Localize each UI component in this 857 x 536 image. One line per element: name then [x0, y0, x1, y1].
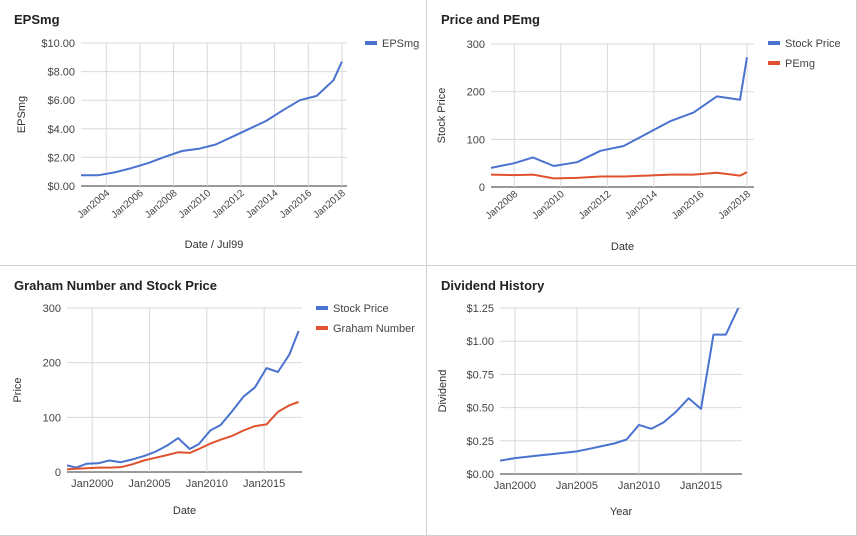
price_pe-legend-swatch [768, 41, 780, 45]
graham-x-tick-label: Jan2000 [71, 478, 113, 490]
eps-y-tick-label: $0.00 [47, 181, 75, 193]
price_pe-x-tick-label: Jan2008 [484, 189, 521, 222]
dividend-x-tick-label: Jan2005 [556, 480, 598, 492]
price_pe-x-tick-label: Jan2012 [577, 189, 614, 222]
dividend-y-tick-label: $0.50 [466, 403, 494, 415]
price_pe-series-line-0 [490, 57, 748, 169]
eps-y-tick-label: $6.00 [47, 95, 75, 107]
eps-legend-label: EPSmg [382, 38, 419, 50]
eps-y-axis-title: EPSmg [16, 96, 28, 133]
price_pe-x-tick-label: Jan2014 [623, 189, 660, 222]
graham-y-tick-label: 200 [43, 358, 61, 370]
graham-x-axis-title: Date [173, 505, 196, 517]
price_pe-series-line-1 [490, 171, 748, 180]
graham-legend-label: Graham Number [333, 323, 415, 335]
graham-series-line-1 [66, 401, 299, 471]
graham-legend-swatch [316, 306, 328, 310]
eps-x-tick-label: Jan2012 [210, 188, 247, 221]
price-pe-chart-title: Price and PEmg [441, 12, 540, 27]
eps-chart-panel: $0.00 $2.00 $4.00 $6.00 $8.00 $10.00 Jan2004 Ja… [0, 0, 427, 266]
price_pe-y-tick-label: 0 [479, 182, 485, 194]
dividend-y-tick-label: $1.25 [466, 303, 494, 315]
graham-chart-plot: 0 100 200 300 Jan2000 Jan2005 Jan2010 Jan2015 Da… [12, 303, 415, 517]
price_pe-x-axis-title: Date [611, 241, 634, 253]
price_pe-y-axis-title: Stock Price [436, 88, 448, 144]
dividend-y-axis-title: Dividend [437, 370, 449, 413]
dividend-chart-panel: $0.00 $0.25 $0.50 $0.75 $1.00 $1.25 Jan2000 Jan… [427, 266, 857, 536]
graham-x-tick-label: Jan2010 [186, 478, 228, 490]
dividend-y-tick-label: $1.00 [466, 336, 494, 348]
eps-x-tick-label: Jan2016 [278, 188, 315, 221]
graham-y-tick-label: 300 [43, 303, 61, 315]
eps-x-tick-label: Jan2014 [244, 188, 281, 221]
price_pe-legend-swatch [768, 61, 780, 65]
dividend-chart-plot: $0.00 $0.25 $0.50 $0.75 $1.00 $1.25 Jan2000 Jan… [437, 303, 742, 518]
graham-legend-label: Stock Price [333, 303, 389, 315]
graham-series-line-0 [66, 330, 300, 469]
dividend-x-tick-label: Jan2015 [680, 480, 722, 492]
eps-y-tick-label: $2.00 [47, 152, 75, 164]
eps-x-tick-label: Jan2010 [177, 188, 214, 221]
price_pe-y-tick-label: 300 [467, 39, 485, 51]
graham-x-tick-label: Jan2015 [243, 478, 285, 490]
eps-x-tick-label: Jan2006 [109, 188, 146, 221]
eps-y-tick-label: $8.00 [47, 67, 75, 79]
dividend-x-axis-title: Year [610, 506, 633, 518]
eps-series-line-0 [81, 61, 343, 177]
eps-chart-plot: $0.00$2.00$4.00$6.00$8.00$10.00Jan2004Ja… [16, 38, 419, 251]
eps-legend-swatch [365, 41, 377, 45]
price_pe-x-tick-label: Jan2010 [530, 189, 567, 222]
dividend-y-tick-label: $0.75 [466, 369, 494, 381]
graham-y-tick-label: 100 [43, 412, 61, 424]
eps-y-tick-label: $4.00 [47, 124, 75, 136]
price-pe-chart-plot: 0 100 200 300 Jan2008 Jan2010 Jan2012 Jan2014 Ja… [436, 38, 841, 253]
dividend-x-tick-label: Jan2010 [618, 480, 660, 492]
eps-x-axis-title: Date / Jul99 [185, 239, 244, 251]
graham-chart-title: Graham Number and Stock Price [14, 278, 218, 293]
dividend-y-tick-label: $0.00 [466, 469, 494, 481]
price_pe-x-tick-label: Jan2016 [670, 189, 707, 222]
dividend-y-tick-label: $0.25 [466, 436, 494, 448]
graham-x-tick-label: Jan2005 [128, 478, 170, 490]
price_pe-y-tick-label: 100 [467, 134, 485, 146]
price_pe-legend-label: PEmg [785, 58, 815, 70]
price_pe-legend-label: Stock Price [785, 38, 841, 50]
graham-y-tick-label: 0 [55, 467, 61, 479]
graham-y-axis-title: Price [12, 377, 24, 402]
price_pe-y-tick-label: 200 [467, 87, 485, 99]
graham-legend-swatch [316, 326, 328, 330]
eps-x-tick-label: Jan2004 [76, 188, 113, 221]
price-pe-chart-panel: 0 100 200 300 Jan2008 Jan2010 Jan2012 Jan2014 Ja… [427, 0, 857, 266]
eps-x-tick-label: Jan2018 [311, 188, 348, 221]
dividend-series-line-0 [499, 307, 740, 462]
eps-x-tick-label: Jan2008 [143, 188, 180, 221]
eps-chart-title: EPSmg [14, 12, 60, 27]
dividend-x-tick-label: Jan2000 [494, 480, 536, 492]
dividend-chart-title: Dividend History [441, 278, 545, 293]
graham-chart-panel: 0 100 200 300 Jan2000 Jan2005 Jan2010 Jan2015 Da… [0, 266, 427, 536]
price_pe-x-tick-label: Jan2018 [716, 189, 753, 222]
eps-y-tick-label: $10.00 [41, 38, 75, 50]
